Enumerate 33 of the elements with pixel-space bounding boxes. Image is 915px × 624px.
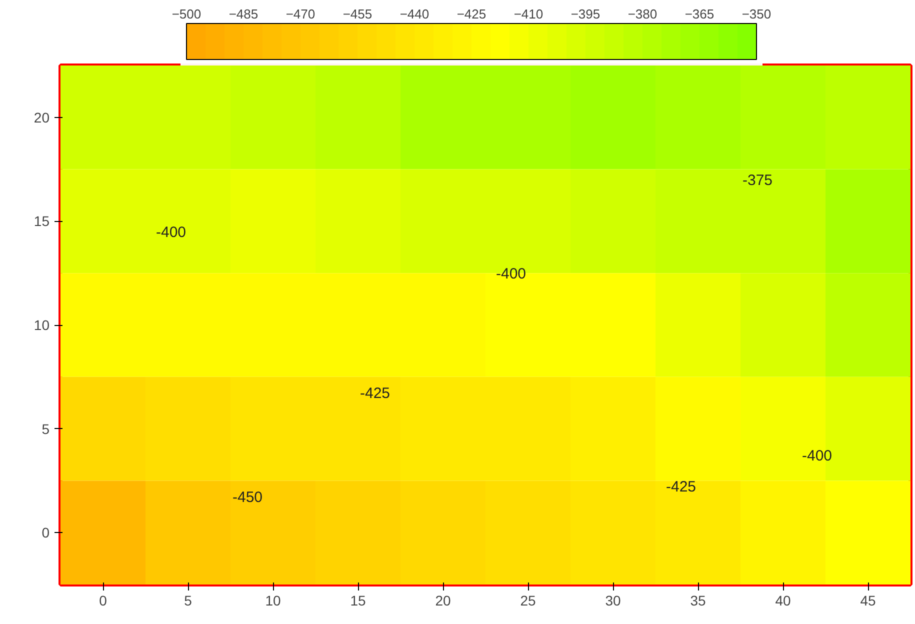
x-tick-label: 45 [860, 592, 876, 608]
color-bar-label: −485 [228, 6, 258, 22]
annotation: -425 [666, 478, 696, 496]
color-bar-label: −500 [172, 6, 202, 22]
color-bar-label: −365 [684, 6, 714, 22]
x-tick-label: 0 [99, 592, 108, 608]
x-tick-label: 30 [605, 592, 621, 608]
annotation: -375 [742, 172, 773, 190]
x-tick-label: 10 [265, 592, 281, 608]
y-tick-label: 15 [34, 213, 50, 230]
color-bar-label: −455 [342, 6, 372, 22]
color-bar-label: −410 [514, 6, 544, 22]
color-bar-label: −440 [400, 6, 430, 22]
color-bar-label: −350 [742, 6, 772, 22]
color-bar-label: −425 [456, 6, 486, 22]
x-tick-label: 35 [690, 592, 706, 608]
y-tick-label: 5 [42, 420, 50, 437]
annotation: -450 [232, 488, 263, 506]
x-tick-label: 40 [775, 592, 791, 608]
x-tick-label: 15 [350, 592, 366, 608]
annotation: -425 [360, 384, 390, 402]
color-bar-label: −380 [628, 6, 658, 22]
y-tick-label: 10 [34, 317, 50, 333]
x-tick-label: 25 [520, 592, 536, 608]
y-tick-label: 0 [42, 524, 50, 541]
annotation: -400 [496, 266, 526, 283]
y-tick-label: 20 [34, 109, 50, 126]
annotation: -400 [802, 447, 832, 464]
annotation: -400 [156, 224, 186, 242]
color-bar-label: −395 [570, 6, 600, 22]
color-bar-label: −470 [286, 6, 316, 22]
x-tick-label: 5 [184, 592, 192, 608]
x-tick-label: 20 [435, 592, 451, 608]
